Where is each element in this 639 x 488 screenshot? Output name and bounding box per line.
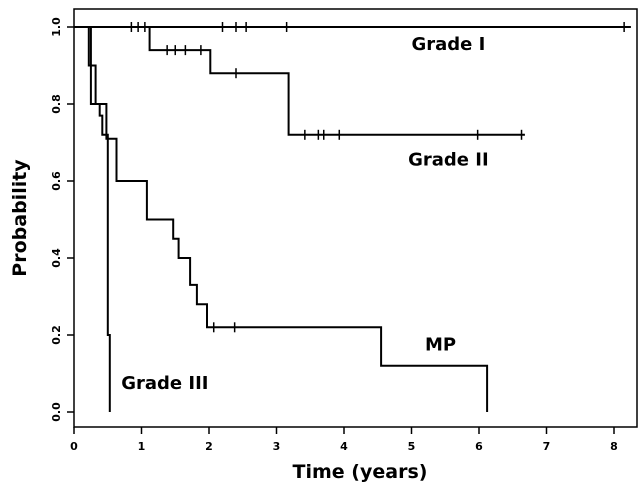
x-tick-label: 5 — [408, 440, 416, 453]
x-tick-label: 6 — [475, 440, 483, 453]
censor-marks — [130, 22, 625, 333]
series-label-grade-ii: Grade II — [408, 150, 489, 171]
y-axis: 0.0 0.2 0.4 0.6 0.8 1.0 — [50, 17, 74, 422]
x-axis: 0 1 2 3 4 5 6 7 8 — [70, 427, 618, 453]
y-tick-label: 0.8 — [50, 94, 63, 114]
survival-curves — [74, 26, 631, 412]
x-tick-label: 7 — [543, 440, 551, 453]
x-tick-label: 4 — [340, 440, 348, 453]
x-tick-label: 8 — [610, 440, 618, 453]
x-tick-label: 3 — [273, 440, 281, 453]
series-label-mp: MP — [425, 334, 456, 355]
y-tick-label: 0.4 — [50, 248, 63, 268]
y-tick-label: 0.6 — [50, 171, 63, 191]
x-tick-label: 2 — [205, 440, 213, 453]
y-tick-label: 0.2 — [50, 325, 63, 345]
series-label-grade-iii: Grade III — [121, 373, 208, 394]
series-labels: Grade I Grade II MP Grade III — [121, 34, 488, 394]
curve-grade-ii — [74, 26, 525, 136]
plot-frame — [73, 8, 638, 428]
series-label-grade-i: Grade I — [412, 34, 486, 55]
curve-mp — [74, 26, 489, 412]
x-tick-label: 0 — [70, 440, 78, 453]
y-axis-title: Probability — [9, 159, 31, 277]
y-tick-label: 0.0 — [50, 402, 63, 422]
x-tick-label: 1 — [138, 440, 146, 453]
y-tick-label: 1.0 — [50, 17, 63, 37]
curve-grade-iii — [74, 26, 111, 412]
x-axis-title: Time (years) — [293, 461, 428, 483]
